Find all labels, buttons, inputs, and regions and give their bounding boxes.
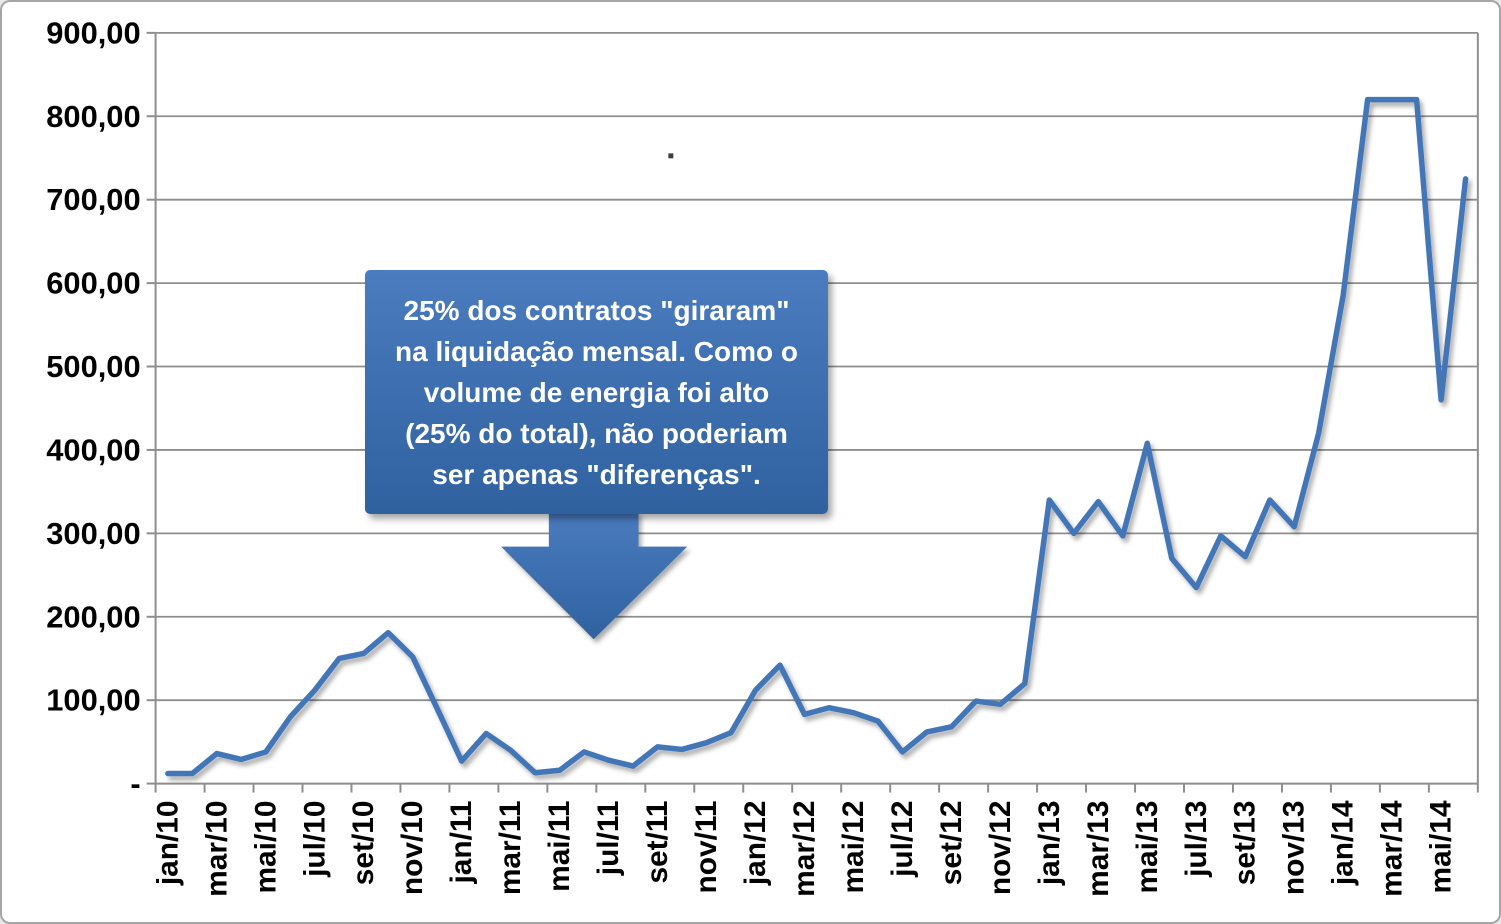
x-axis-label: mai/10: [249, 801, 282, 894]
x-axis-label: jan/11: [445, 801, 478, 885]
y-axis-label: -: [130, 766, 140, 801]
x-axis-label: nov/12: [984, 801, 1017, 896]
y-axis-label: 900,00: [46, 15, 140, 50]
x-axis-label: nov/11: [690, 801, 723, 894]
x-axis-label: jul/12: [886, 801, 919, 878]
x-axis-label: mar/12: [788, 801, 821, 897]
stray-dot: [668, 153, 674, 159]
y-axis-label: 700,00: [46, 182, 140, 217]
x-axis-label: jan/10: [151, 801, 184, 887]
x-axis-label: jul/10: [298, 801, 331, 878]
x-axis-label: jul/11: [592, 801, 625, 877]
x-axis-label: set/10: [347, 801, 380, 886]
x-axis-label: mai/11: [543, 801, 576, 892]
x-axis-label: mar/13: [1082, 801, 1115, 897]
y-axis-label: 800,00: [46, 99, 140, 134]
x-axis-label: mar/10: [200, 801, 233, 897]
x-axis-label: nov/13: [1278, 801, 1311, 896]
callout-box: 25% dos contratos "giraram" na liquidaçã…: [365, 270, 828, 514]
x-axis-label: set/11: [641, 801, 674, 884]
callout-arrow: [501, 510, 688, 640]
x-axis-label: jul/13: [1180, 801, 1213, 878]
x-axis-label: mar/11: [494, 801, 527, 896]
x-axis-label: nov/10: [396, 801, 429, 896]
callout-text-line: volume de energia foi alto: [423, 376, 770, 408]
x-axis-label: mai/12: [837, 801, 870, 894]
x-axis-label: mai/14: [1425, 800, 1458, 893]
callout-text-line: ser apenas "diferenças".: [432, 458, 761, 490]
y-axis-label: 100,00: [46, 683, 140, 718]
x-axis-label: mar/14: [1376, 800, 1409, 897]
x-axis-label: jan/12: [739, 801, 772, 887]
callout-text-line: na liquidação mensal. Como o: [395, 335, 798, 367]
x-axis-label: set/12: [935, 801, 968, 886]
x-axis-label: jan/14: [1327, 800, 1360, 886]
y-axis-label: 500,00: [46, 349, 140, 384]
data-series-line: [165, 96, 1469, 777]
x-axis-label: set/13: [1229, 801, 1262, 886]
y-axis-label: 300,00: [46, 516, 140, 551]
callout-text-line: 25% dos contratos "giraram": [403, 294, 790, 326]
y-axis-label: 600,00: [46, 266, 140, 301]
y-axis-label: 200,00: [46, 599, 140, 634]
callout-text-line: (25% do total), não poderiam: [405, 417, 788, 449]
x-axis-label: jan/13: [1033, 801, 1066, 887]
y-axis-label: 400,00: [46, 432, 140, 467]
x-axis-label: mai/13: [1131, 801, 1164, 894]
